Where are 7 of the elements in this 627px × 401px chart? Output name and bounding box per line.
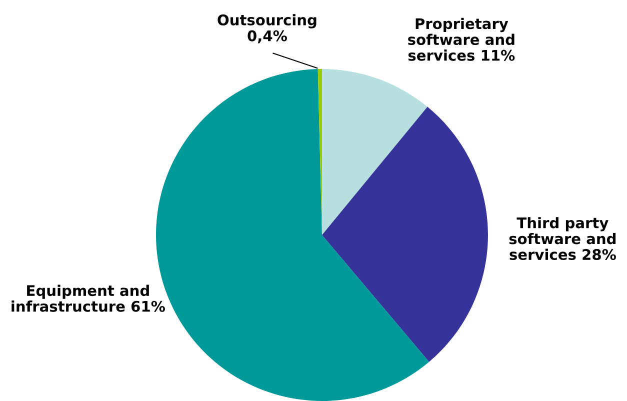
pie-slice [322,106,488,362]
slice-label: Equipment and infrastructure 61% [12,284,165,312]
slice-label: Proprietary software and services 11% [408,18,515,61]
slice-label: Outsourcing [218,14,316,28]
data-label: 0,4% [248,30,287,44]
slice-label: Third party software and services 28% [509,217,616,260]
pie-slice [322,68,428,235]
